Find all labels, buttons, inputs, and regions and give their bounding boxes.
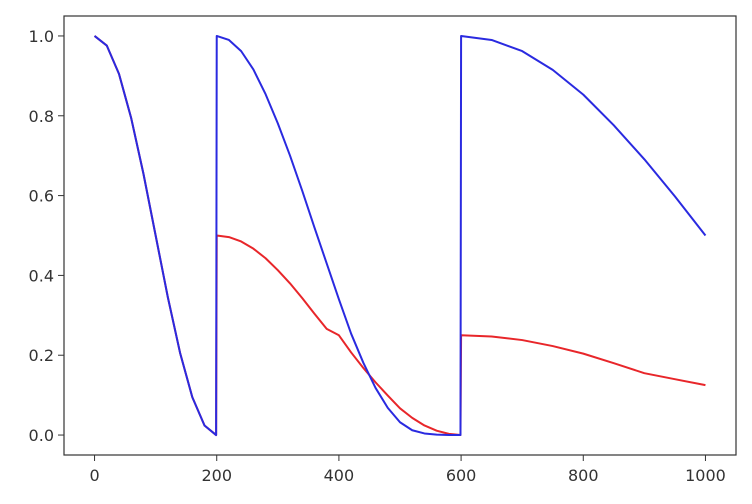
x-axis: 0 200 400 600 800 1000: [89, 455, 726, 485]
x-tick-label: 400: [324, 466, 355, 485]
y-tick-label: 0.2: [29, 346, 54, 365]
series-line-1: [93, 34, 707, 437]
y-axis: 0.0 0.2 0.4 0.6 0.8 1.0: [29, 27, 64, 445]
y-tick-label: 1.0: [29, 27, 54, 46]
axes-frame: [63, 15, 737, 456]
x-tick-label: 800: [568, 466, 599, 485]
x-tick-label: 200: [201, 466, 232, 485]
x-tick-label: 1000: [685, 466, 726, 485]
y-tick-label: 0.0: [29, 426, 54, 445]
y-tick-label: 0.6: [29, 187, 54, 206]
y-tick-label: 0.8: [29, 107, 54, 126]
plot-area: [93, 34, 707, 437]
x-tick-label: 600: [446, 466, 477, 485]
x-tick-label: 0: [89, 466, 99, 485]
y-tick-label: 0.4: [29, 266, 54, 285]
